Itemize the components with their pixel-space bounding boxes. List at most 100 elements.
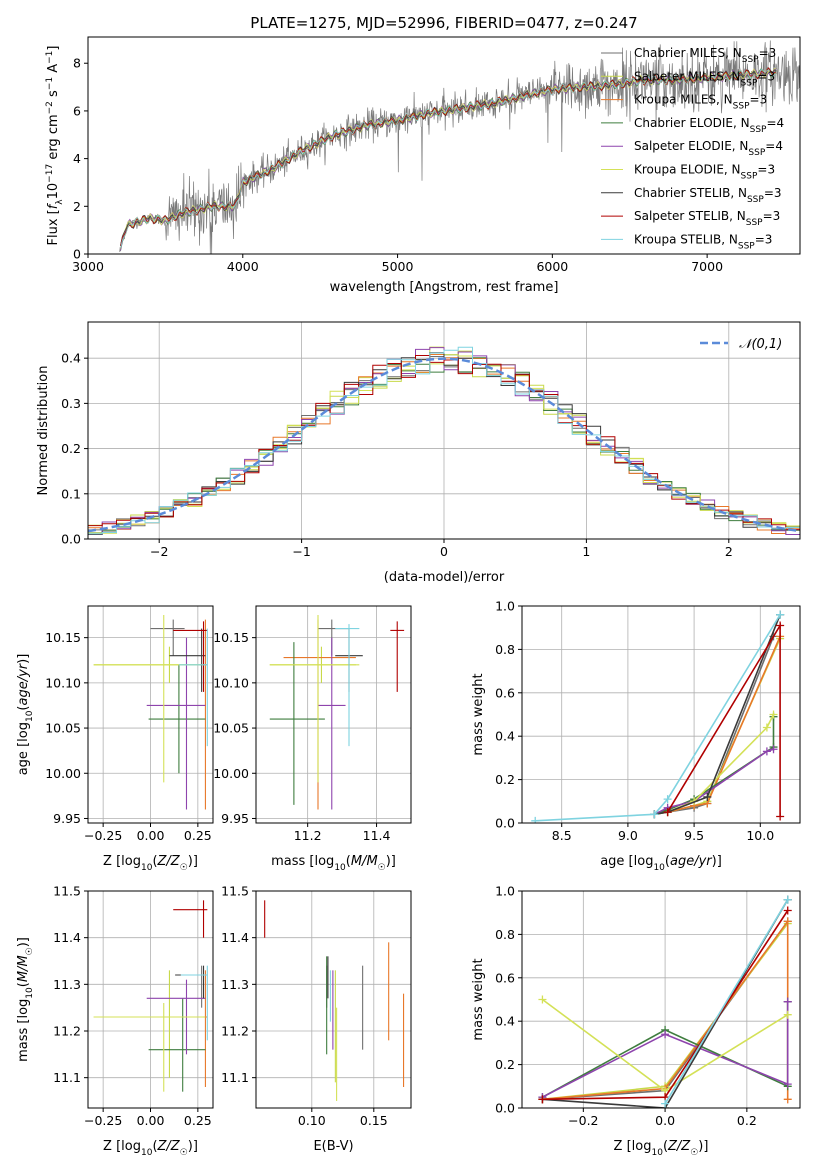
weight-point-marker bbox=[783, 906, 792, 915]
x-tick-label: 0.25 bbox=[184, 1113, 212, 1128]
legend-label: Kroupa MILES, NSSP=3 bbox=[634, 93, 767, 112]
x-axis-label: age [log10(age/yr)] bbox=[600, 854, 722, 873]
x-tick-label: 0.00 bbox=[137, 828, 165, 843]
weight-point-marker bbox=[783, 1080, 792, 1089]
x-tick-label: 0.10 bbox=[298, 1113, 326, 1128]
y-axis-label: mass [log10(M/M☉)] bbox=[16, 937, 35, 1062]
axes-frame-group: −2 −1 0 1 2 0.0 0.1 0.2 0.3 0.4 bbox=[61, 321, 801, 559]
x-tick-label: 3000 bbox=[72, 259, 104, 274]
weight-vs-metallicity-panel: −0.2 0.0 0.2 0.0 0.2 0.4 0.6 0.8 1.0 Z [log10(Z/Z… bbox=[471, 884, 801, 1158]
y-tick-label: 0.0 bbox=[495, 816, 515, 831]
x-tick-label: 0.15 bbox=[360, 1113, 388, 1128]
x-tick-label: −2 bbox=[150, 544, 168, 559]
legend-label: Kroupa ELODIE, NSSP=3 bbox=[634, 163, 775, 182]
weight-point-marker bbox=[538, 995, 547, 1004]
weight-point-marker bbox=[762, 723, 771, 732]
weight-point-marker bbox=[776, 621, 785, 630]
y-tick-label: 0.8 bbox=[495, 642, 515, 657]
x-axis-label: Z [log10(Z/Z☉)] bbox=[103, 1139, 198, 1158]
axes-frame-group: 11.2 11.4 9.95 10.00 10.05 10.10 10.15 bbox=[213, 605, 412, 843]
weight-vs-age-panel: 8.5 9.0 9.5 10.0 0.0 0.2 0.4 0.6 0.8 1.0 age [log1… bbox=[471, 599, 801, 873]
weight-point-marker bbox=[783, 1095, 792, 1104]
y-tick-label: 0.1 bbox=[61, 486, 81, 501]
axes-frame-group: −0.2 0.0 0.2 0.0 0.2 0.4 0.6 0.8 1.0 bbox=[495, 884, 801, 1128]
y-tick-label: 11.5 bbox=[53, 884, 81, 899]
weight-series-line bbox=[654, 614, 781, 816]
weight-point-marker bbox=[661, 1030, 670, 1039]
legend-entry: Salpeter ELODIE, NSSP=4 bbox=[601, 139, 783, 158]
x-tick-label: 0.00 bbox=[137, 1113, 165, 1128]
axes-frame bbox=[255, 890, 412, 1109]
age-vs-metallicity-panel: −0.25 0.00 0.25 9.95 10.00 10.05 10.10 10.15 Z [… bbox=[16, 605, 214, 873]
plot-area bbox=[538, 895, 792, 1108]
y-tick-label: 0.4 bbox=[495, 729, 515, 744]
axes-frame-group: 0.10 0.15 11.1 11.2 11.3 11.4 11.5 bbox=[221, 884, 412, 1128]
weight-point-marker bbox=[663, 795, 672, 804]
weight-series-line bbox=[542, 1001, 789, 1098]
weight-point-marker bbox=[661, 1099, 670, 1108]
y-axis-label: mass weight bbox=[471, 958, 486, 1040]
y-tick-label: 1.0 bbox=[495, 884, 515, 899]
x-tick-label: −0.25 bbox=[84, 828, 122, 843]
x-tick-label: 2 bbox=[725, 544, 733, 559]
y-tick-label: 11.3 bbox=[53, 977, 81, 992]
x-tick-label: 4000 bbox=[227, 259, 259, 274]
y-tick-label: 0.2 bbox=[61, 441, 81, 456]
x-axis-label: Z [log10(Z/Z☉)] bbox=[614, 1139, 709, 1158]
legend-entry: Salpeter MILES, NSSP=3 bbox=[601, 69, 775, 88]
legend-entry: Kroupa ELODIE, NSSP=3 bbox=[601, 163, 775, 182]
y-tick-label: 11.1 bbox=[221, 1070, 249, 1085]
y-tick-label: 11.2 bbox=[53, 1024, 81, 1039]
weight-point-marker bbox=[776, 610, 785, 619]
weight-point-marker bbox=[783, 895, 792, 904]
weight-point-marker bbox=[650, 810, 659, 819]
y-axis-label: Flux [fλ10−17 erg cm−2 s−1 A−1] bbox=[45, 46, 65, 246]
weight-point-marker bbox=[663, 808, 672, 817]
y-tick-label: 4 bbox=[73, 151, 81, 166]
x-tick-label: 0.2 bbox=[737, 1113, 757, 1128]
y-tick-label: 0.8 bbox=[495, 927, 515, 942]
weight-point-marker bbox=[538, 1095, 547, 1104]
normal-reference-curve bbox=[88, 357, 800, 533]
mass-vs-metallicity-panel: −0.25 0.00 0.25 11.1 11.2 11.3 11.4 11.5 Z [log1… bbox=[16, 884, 214, 1158]
weight-point-marker bbox=[769, 710, 778, 719]
x-axis-label: wavelength [Angstrom, rest frame] bbox=[330, 280, 559, 295]
x-tick-label: 5000 bbox=[382, 259, 414, 274]
y-tick-label: 11.2 bbox=[221, 1024, 249, 1039]
weight-point-marker bbox=[783, 917, 792, 926]
weight-series-line bbox=[664, 899, 789, 1105]
x-tick-label: 10.0 bbox=[746, 828, 774, 843]
y-tick-label: 10.05 bbox=[213, 721, 249, 736]
y-tick-label: 10.15 bbox=[45, 630, 81, 645]
model-spectrum-line bbox=[120, 67, 777, 247]
axes-frame bbox=[521, 890, 801, 1109]
spectrum-legend: Chabrier MILES, NSSP=3 Salpeter MILES, NS… bbox=[601, 46, 784, 251]
axes-frame-group: 8.5 9.0 9.5 10.0 0.0 0.2 0.4 0.6 0.8 1.0 bbox=[495, 599, 801, 843]
weight-point-marker bbox=[783, 997, 792, 1006]
y-tick-label: 10.15 bbox=[213, 630, 249, 645]
x-tick-label: 6000 bbox=[536, 259, 568, 274]
y-tick-label: 0.3 bbox=[61, 396, 81, 411]
y-tick-label: 0.4 bbox=[495, 1014, 515, 1029]
plot-area bbox=[88, 346, 800, 535]
y-tick-label: 0.2 bbox=[495, 1057, 515, 1072]
y-tick-label: 10.00 bbox=[213, 766, 249, 781]
y-tick-label: 10.10 bbox=[45, 675, 81, 690]
y-tick-label: 11.4 bbox=[221, 930, 249, 945]
weight-point-marker bbox=[776, 812, 785, 821]
x-tick-label: 9.5 bbox=[684, 828, 704, 843]
y-tick-label: 11.4 bbox=[53, 930, 81, 945]
legend-label: Kroupa STELIB, NSSP=3 bbox=[634, 232, 772, 251]
residual-legend: 𝒩(0,1) bbox=[700, 337, 782, 352]
model-spectrum-line bbox=[120, 68, 777, 249]
y-tick-label: 2 bbox=[73, 199, 81, 214]
axes-frame bbox=[87, 36, 801, 255]
axes-frame-group: −0.25 0.00 0.25 11.1 11.2 11.3 11.4 11.5 bbox=[53, 884, 214, 1128]
y-tick-label: 6 bbox=[73, 103, 81, 118]
y-tick-label: 0 bbox=[73, 247, 81, 262]
legend-entry: Chabrier MILES, NSSP=3 bbox=[601, 46, 776, 65]
legend-entry: Chabrier ELODIE, NSSP=4 bbox=[601, 116, 784, 135]
legend-entry: Kroupa STELIB, NSSP=3 bbox=[601, 232, 772, 251]
x-axis-label: mass [log10(M/M☉)] bbox=[271, 854, 396, 873]
